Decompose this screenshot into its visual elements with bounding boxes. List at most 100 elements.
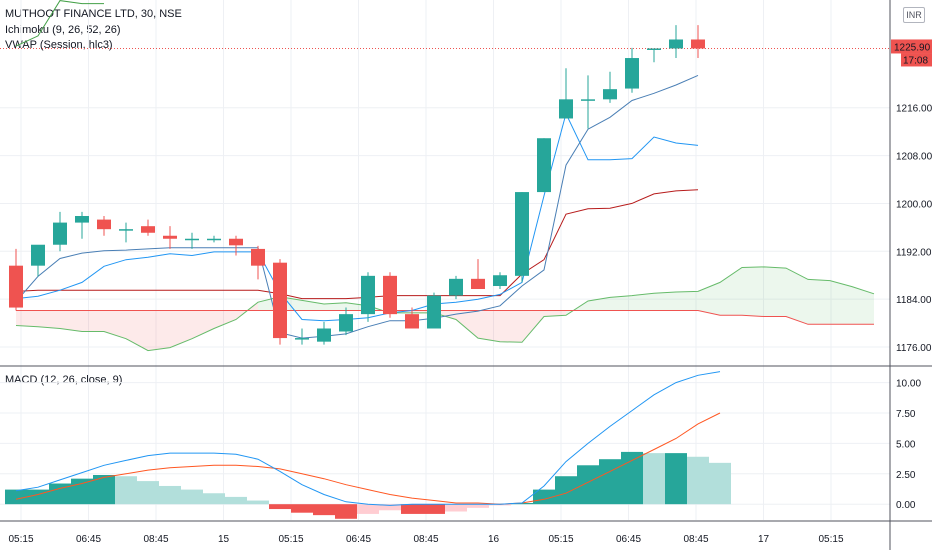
countdown-label [901, 53, 932, 67]
macd-histogram-bar [49, 483, 71, 505]
macd-pane [5, 371, 731, 519]
cloud-segment [126, 310, 148, 351]
macd-signal-line [15, 412, 721, 505]
macd-histogram-bar [225, 496, 247, 505]
macd-histogram-bar [313, 504, 335, 516]
last-price-value: 1225.90 [894, 42, 931, 53]
price-tick-label: 1216.00 [896, 104, 932, 115]
candle-body [405, 314, 419, 329]
currency-badge[interactable]: INR [903, 7, 925, 23]
cloud-segment [478, 310, 500, 342]
macd-histogram-bar [203, 493, 225, 505]
vwap-line [15, 74, 699, 339]
candle-body [97, 219, 111, 230]
cloud-segment [500, 310, 522, 343]
price-tick-label: 1200.00 [896, 199, 932, 210]
cloud-segment [82, 310, 104, 332]
macd-histogram-bar [357, 504, 379, 514]
time-tick-label: 05:15 [548, 534, 573, 545]
candle-body [75, 216, 89, 223]
time-tick-label: 16 [488, 534, 500, 545]
macd-histogram-bar [643, 453, 665, 505]
time-tick-label: 15 [218, 534, 230, 545]
chikou-span-line [15, 0, 104, 47]
candle-body [53, 222, 67, 245]
cloud-segment [16, 310, 38, 327]
cloud-segment [38, 310, 60, 329]
macd-histogram-bar [247, 500, 269, 505]
cloud-segment [192, 310, 214, 339]
candlesticks [9, 25, 705, 345]
cloud-segment [60, 310, 82, 332]
cloud-segment [698, 282, 720, 316]
cloud-segment [610, 295, 632, 311]
cloud-segment [214, 310, 236, 329]
macd-histogram-bar [269, 504, 291, 510]
macd-histogram-bar [379, 504, 401, 511]
macd-histogram-bar [599, 459, 621, 505]
candle-body [647, 48, 661, 50]
candle-body [383, 275, 397, 315]
candle-body [625, 58, 639, 89]
cloud-segment [104, 310, 126, 339]
cloud-segment [808, 279, 830, 325]
cloud-segment [456, 310, 478, 339]
candle-body [339, 314, 353, 332]
macd-line [15, 371, 721, 506]
cloud-segment [676, 291, 698, 311]
cloud-segment [720, 267, 742, 316]
macd-histogram-bar [489, 504, 511, 506]
macd-histogram-bar [159, 485, 181, 505]
senkou-span-b-line [16, 310, 874, 325]
cloud-segment [654, 292, 676, 311]
macd-tick-label: 2.50 [896, 470, 916, 481]
macd-histogram-bar [423, 504, 445, 514]
cloud-segment [632, 293, 654, 311]
price-tick-label: 1192.00 [896, 247, 932, 258]
candle-body [603, 89, 617, 100]
ichimoku-legend[interactable]: Ichimoku (9, 26, 52, 26) [5, 24, 121, 36]
candle-body [317, 328, 331, 342]
candle-body [185, 238, 199, 241]
time-tick-label: 08:45 [413, 534, 438, 545]
vwap-legend[interactable]: VWAP (Session, hlc3) [5, 39, 113, 51]
candle-body [427, 295, 441, 329]
candle-body [273, 262, 287, 339]
candle-body [471, 278, 485, 290]
candle-body [31, 244, 45, 266]
cloud-segment [302, 300, 324, 311]
candle-body [581, 99, 595, 101]
time-tick-label: 08:45 [143, 534, 168, 545]
macd-histogram-bar [115, 476, 137, 505]
price-tick-label: 1176.00 [896, 343, 932, 354]
macd-histogram-bar [577, 465, 599, 505]
candle-body [361, 275, 375, 315]
time-tick-label: 06:45 [346, 534, 371, 545]
cloud-segment [786, 268, 808, 325]
macd-tick-label: 10.00 [896, 379, 921, 390]
macd-histogram-bar [709, 462, 731, 505]
candle-body [229, 238, 243, 246]
cloud-segment [742, 266, 764, 317]
cloud-segment [148, 310, 170, 351]
candle-body [449, 278, 463, 296]
macd-histogram-bar [291, 504, 313, 513]
candle-body [9, 265, 23, 308]
candle-body [537, 138, 551, 193]
macd-histogram-bar [93, 475, 115, 505]
time-tick-label: 17 [758, 534, 770, 545]
cloud-segment [544, 310, 566, 317]
time-tick-label: 08:45 [683, 534, 708, 545]
candle-body [515, 192, 529, 276]
candle-body [119, 229, 133, 231]
time-tick-label: 06:45 [616, 534, 641, 545]
candle-body [295, 338, 309, 340]
macd-histogram-bar [5, 489, 27, 505]
countdown-value: 17:08 [903, 55, 928, 66]
macd-histogram-bar [511, 502, 533, 505]
last-price-label [891, 39, 932, 54]
macd-histogram-bar [687, 456, 709, 505]
candle-body [691, 39, 705, 49]
